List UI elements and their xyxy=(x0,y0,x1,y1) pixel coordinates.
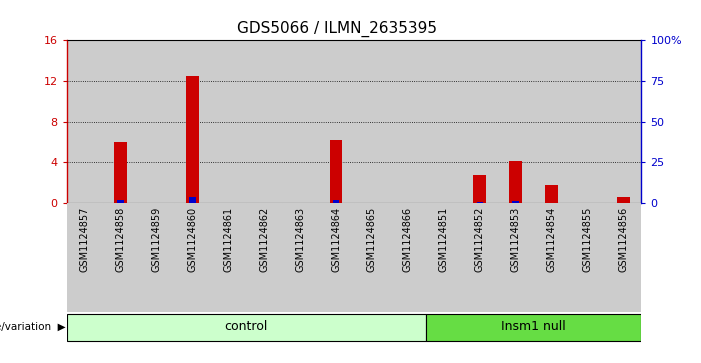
Bar xyxy=(477,202,483,203)
Bar xyxy=(606,203,641,312)
Text: GSM1124863: GSM1124863 xyxy=(295,207,305,272)
Bar xyxy=(462,40,498,203)
Text: GSM1124864: GSM1124864 xyxy=(331,207,341,272)
Text: GSM1124859: GSM1124859 xyxy=(151,207,161,272)
Bar xyxy=(67,314,426,342)
Bar xyxy=(102,40,139,203)
Bar xyxy=(117,200,123,203)
Text: GSM1124855: GSM1124855 xyxy=(583,207,592,272)
Bar xyxy=(606,40,641,203)
Text: GSM1124858: GSM1124858 xyxy=(116,207,125,272)
Bar xyxy=(210,40,246,203)
Bar xyxy=(175,40,210,203)
Bar xyxy=(67,40,102,203)
Bar xyxy=(67,40,102,203)
Bar xyxy=(246,40,282,203)
Bar xyxy=(473,175,486,203)
Text: GSM1124851: GSM1124851 xyxy=(439,207,449,272)
Bar xyxy=(426,314,641,342)
Bar xyxy=(318,40,354,203)
Bar xyxy=(283,203,318,312)
Bar xyxy=(114,142,127,203)
Bar xyxy=(138,40,175,203)
Bar xyxy=(569,203,606,312)
Bar xyxy=(210,40,246,203)
Bar xyxy=(138,40,175,203)
Bar xyxy=(189,197,196,203)
Bar xyxy=(569,40,606,203)
Text: GSM1124852: GSM1124852 xyxy=(475,207,485,272)
Bar xyxy=(102,40,139,203)
Bar xyxy=(333,200,339,203)
Text: GSM1124854: GSM1124854 xyxy=(547,207,557,272)
Bar xyxy=(246,40,282,203)
Bar xyxy=(175,203,210,312)
Bar xyxy=(67,203,102,312)
Bar xyxy=(426,40,462,203)
Bar xyxy=(102,203,139,312)
Bar xyxy=(545,185,558,203)
Bar xyxy=(512,201,519,203)
Text: GSM1124857: GSM1124857 xyxy=(79,207,90,272)
Text: GSM1124861: GSM1124861 xyxy=(223,207,233,272)
Text: GSM1124853: GSM1124853 xyxy=(510,207,521,272)
Bar xyxy=(390,40,426,203)
Bar xyxy=(390,203,426,312)
Bar xyxy=(498,203,533,312)
Bar xyxy=(175,40,210,203)
Bar xyxy=(246,203,282,312)
Text: GSM1124862: GSM1124862 xyxy=(259,207,269,272)
Bar xyxy=(318,40,354,203)
Text: Insm1 null: Insm1 null xyxy=(501,321,566,334)
Bar xyxy=(462,203,498,312)
Text: control: control xyxy=(224,321,268,334)
Bar xyxy=(498,40,533,203)
Bar xyxy=(533,40,569,203)
Bar xyxy=(283,40,318,203)
Bar xyxy=(354,203,390,312)
Bar xyxy=(498,40,533,203)
Bar xyxy=(606,40,641,203)
Bar xyxy=(533,203,569,312)
Bar xyxy=(462,40,498,203)
Bar xyxy=(138,203,175,312)
Bar xyxy=(617,197,629,203)
Bar xyxy=(186,76,198,203)
Bar xyxy=(533,40,569,203)
Bar xyxy=(354,40,390,203)
Bar xyxy=(283,40,318,203)
Text: GSM1124866: GSM1124866 xyxy=(403,207,413,272)
Text: GSM1124860: GSM1124860 xyxy=(187,207,198,272)
Bar xyxy=(390,40,426,203)
Bar xyxy=(318,203,354,312)
Text: GSM1124856: GSM1124856 xyxy=(618,207,629,272)
Text: genotype/variation  ▶: genotype/variation ▶ xyxy=(0,322,65,332)
Bar xyxy=(329,140,342,203)
Bar xyxy=(354,40,390,203)
Text: GSM1124865: GSM1124865 xyxy=(367,207,377,272)
Bar xyxy=(426,203,462,312)
Bar xyxy=(510,162,522,203)
Bar xyxy=(426,40,462,203)
Bar xyxy=(210,203,246,312)
Bar xyxy=(569,40,606,203)
Title: GDS5066 / ILMN_2635395: GDS5066 / ILMN_2635395 xyxy=(237,21,437,37)
